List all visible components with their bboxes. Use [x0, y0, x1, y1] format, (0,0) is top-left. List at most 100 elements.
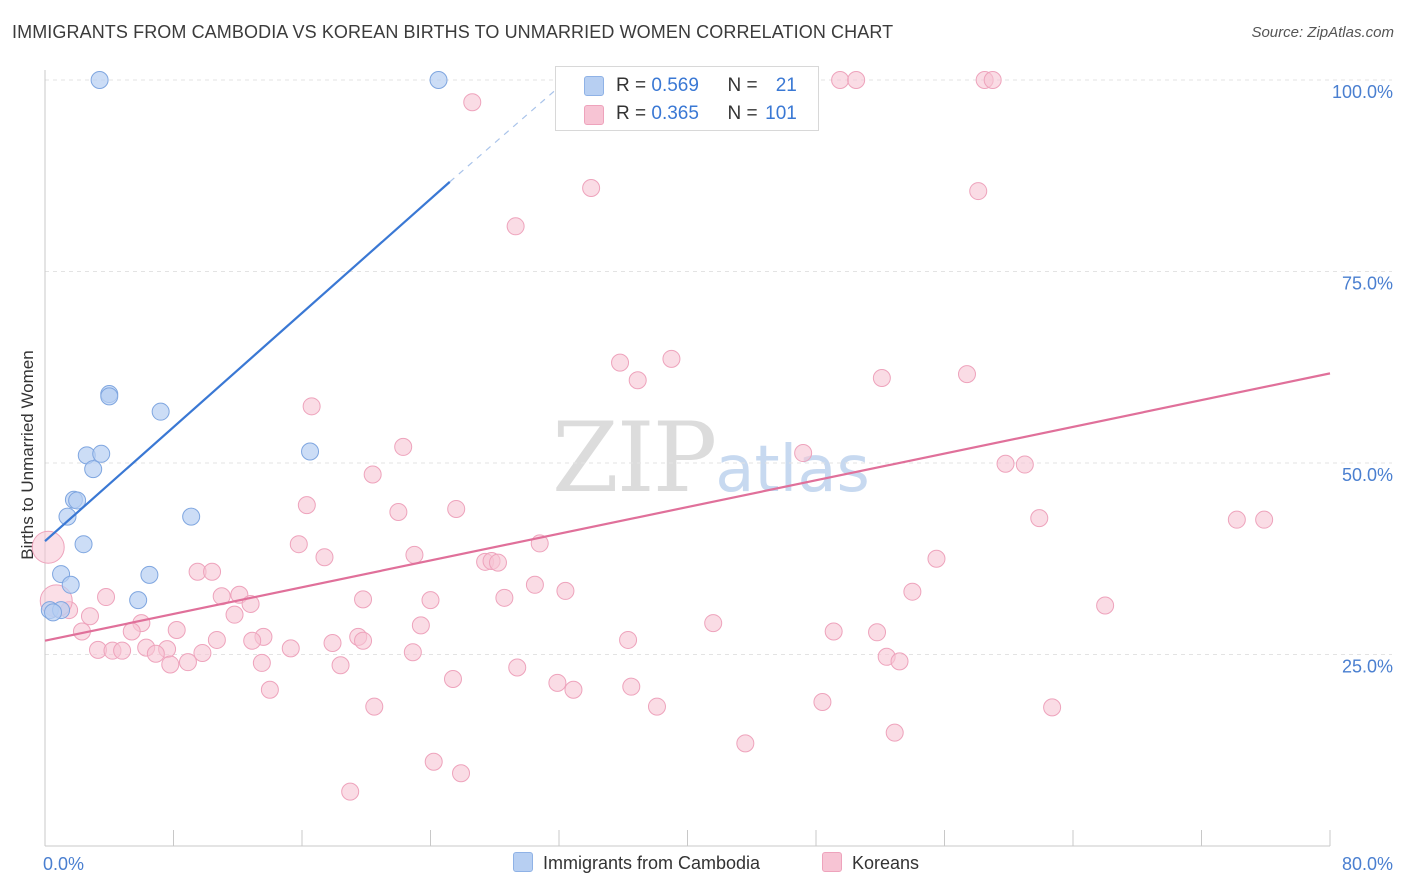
series-cambodia [40, 71, 448, 622]
x-tick-label: 80.0% [1342, 854, 1393, 874]
data-point-koreans [354, 631, 373, 650]
data-point-koreans [662, 349, 681, 368]
data-point-koreans [983, 71, 1002, 89]
data-point-koreans [354, 590, 373, 609]
data-point-koreans [207, 630, 226, 649]
data-point-cambodia [90, 71, 109, 89]
data-point-koreans [122, 622, 141, 641]
trend-line-koreans [44, 372, 1331, 642]
data-point-cambodia [92, 444, 111, 463]
bottom-legend-label: Immigrants from Cambodia [543, 853, 761, 873]
data-point-koreans [297, 496, 316, 515]
legend-r-label: R = [616, 75, 652, 96]
data-point-koreans [619, 630, 638, 649]
data-point-koreans [363, 465, 382, 484]
data-point-koreans [452, 764, 471, 783]
data-point-cambodia [58, 507, 77, 526]
data-point-koreans [203, 562, 222, 581]
data-point-koreans [831, 71, 850, 89]
data-point-koreans [736, 734, 755, 753]
y-tick-label: 100.0% [1332, 82, 1393, 102]
data-point-cambodia [129, 591, 148, 610]
data-point-koreans [146, 644, 165, 663]
data-point-koreans [193, 643, 212, 662]
data-point-koreans [178, 653, 197, 672]
data-point-koreans [113, 641, 132, 660]
data-point-koreans [394, 437, 413, 456]
data-point-koreans [225, 605, 244, 624]
bottom-legend-koreans: Koreans [822, 852, 919, 874]
data-point-cambodia [84, 460, 103, 479]
legend-swatch-koreans [584, 105, 604, 125]
bottom-legend-swatch [513, 852, 533, 872]
data-point-koreans [424, 752, 443, 771]
data-point-koreans [167, 620, 186, 639]
data-point-koreans [341, 782, 360, 801]
axes [44, 70, 1331, 847]
data-point-koreans [794, 444, 813, 463]
data-point-koreans [847, 71, 866, 89]
gridlines [45, 79, 1392, 655]
y-tick-label: 75.0% [1342, 274, 1393, 294]
data-point-koreans [315, 548, 334, 567]
trend-line-cambodia [44, 181, 451, 542]
data-point-koreans [704, 614, 723, 633]
legend-n-label: N = [727, 103, 763, 124]
data-point-koreans [403, 643, 422, 662]
legend-row-koreans: R = 0.365 N = 101 [616, 103, 797, 125]
data-point-koreans [556, 581, 575, 600]
data-point-koreans [389, 503, 408, 522]
data-point-koreans [365, 697, 384, 716]
data-point-koreans [323, 634, 342, 653]
data-point-koreans [813, 692, 832, 711]
data-point-cambodia [429, 71, 448, 89]
data-point-koreans [611, 353, 630, 372]
source-label: Source: ZipAtlas.com [1251, 24, 1394, 41]
data-point-cambodia [44, 603, 63, 622]
legend-row-cambodia: R = 0.569 N = 21 [616, 75, 797, 97]
data-point-koreans [80, 607, 99, 626]
data-point-koreans [885, 723, 904, 742]
legend-n-value: 21 [775, 75, 797, 96]
data-point-koreans [31, 530, 65, 564]
data-point-koreans [289, 535, 308, 554]
data-point-cambodia [182, 507, 201, 526]
data-point-koreans [463, 93, 482, 112]
data-point-cambodia [68, 491, 87, 510]
data-point-koreans [957, 365, 976, 384]
y-tick-label: 50.0% [1342, 465, 1393, 485]
y-tick-label: 25.0% [1342, 657, 1393, 677]
data-point-koreans [302, 397, 321, 416]
legend-n-value: 101 [765, 103, 797, 124]
stats-legend: R = 0.569 N = 21 R = 0.365 N = 101 [555, 66, 819, 131]
data-point-koreans [405, 545, 424, 564]
data-point-koreans [508, 658, 527, 677]
data-point-koreans [872, 368, 891, 387]
data-point-koreans [927, 549, 946, 568]
data-point-koreans [628, 371, 647, 390]
trend-lines [44, 79, 1331, 642]
watermark: ZIPatlas [552, 402, 870, 514]
data-point-koreans [903, 582, 922, 601]
data-point-koreans [582, 179, 601, 198]
data-point-cambodia [100, 387, 119, 406]
data-point-koreans [996, 454, 1015, 473]
data-point-koreans [495, 588, 514, 607]
data-point-koreans [890, 652, 909, 671]
data-point-koreans [525, 575, 544, 594]
data-point-cambodia [301, 442, 320, 461]
data-point-koreans [1043, 698, 1062, 717]
series-koreans [31, 71, 1274, 801]
bottom-legend-label: Koreans [852, 853, 920, 873]
data-point-koreans [411, 616, 430, 635]
data-point-koreans [488, 553, 507, 572]
data-point-koreans [548, 673, 567, 692]
data-point-cambodia [61, 575, 80, 594]
legend-r-label: R = [616, 103, 652, 124]
watermark-atlas: atlas [715, 433, 870, 507]
data-point-cambodia [74, 535, 93, 554]
bottom-legend-swatch [822, 852, 842, 872]
legend-swatch-cambodia [584, 76, 604, 96]
x-tick-label: 0.0% [43, 854, 84, 874]
